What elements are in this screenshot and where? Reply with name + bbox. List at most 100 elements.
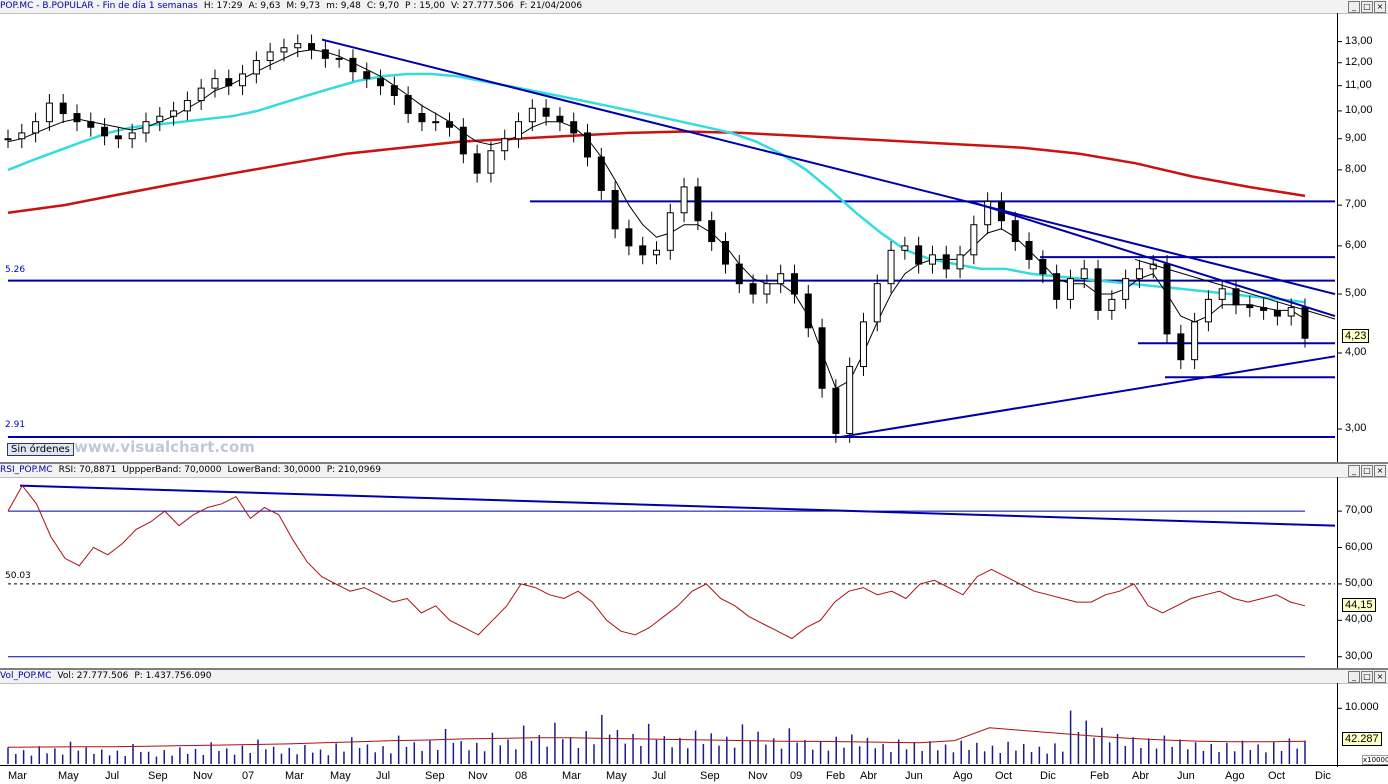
time-axis-label: Abr bbox=[860, 770, 878, 782]
price-candle bbox=[156, 115, 164, 123]
price-candle bbox=[501, 138, 509, 152]
price-candle bbox=[142, 121, 150, 134]
close-icon[interactable]: × bbox=[1374, 1, 1386, 13]
price-candle bbox=[45, 102, 53, 123]
uptrend-line bbox=[839, 355, 1336, 439]
time-axis-label: Nov bbox=[748, 770, 768, 782]
header-field: Vol: 27.777.506 bbox=[57, 671, 129, 681]
min-icon[interactable]: _ bbox=[1348, 671, 1360, 683]
rsi-chart[interactable] bbox=[0, 464, 1388, 669]
time-axis-label: Ago bbox=[1225, 770, 1245, 782]
price-candle bbox=[211, 78, 219, 89]
price-candle bbox=[832, 387, 840, 434]
rsi-panel: RSI_POP.MC RSI: 70,8871 UppperBand: 70,000… bbox=[0, 462, 1388, 669]
price-candle bbox=[1135, 268, 1143, 280]
price-candle bbox=[928, 254, 936, 265]
price-candle bbox=[1011, 220, 1019, 243]
ma-mid-line bbox=[7, 72, 1306, 304]
price-candle bbox=[101, 126, 109, 137]
time-axis-label: Jul bbox=[652, 770, 667, 782]
price-y-tick-label: 12,00 bbox=[1345, 55, 1373, 68]
price-candle bbox=[404, 95, 412, 115]
time-axis-label: Sep bbox=[700, 770, 720, 782]
price-candle bbox=[32, 121, 40, 134]
price-candle bbox=[377, 78, 385, 87]
time-axis-label: Jun bbox=[905, 770, 923, 782]
price-candle bbox=[363, 71, 371, 80]
time-axis-label: Nov bbox=[468, 770, 488, 782]
price-candle bbox=[197, 87, 205, 102]
price-candle bbox=[597, 156, 605, 191]
price-candle bbox=[128, 132, 136, 140]
price-candle bbox=[321, 49, 329, 59]
price-candle bbox=[1094, 268, 1102, 311]
price-candle bbox=[1204, 298, 1212, 323]
header-field: F: 21/04/2006 bbox=[519, 1, 583, 11]
price-chart[interactable] bbox=[0, 0, 1388, 462]
volume-chart[interactable] bbox=[0, 670, 1388, 767]
price-candle bbox=[349, 57, 357, 73]
min-icon[interactable]: _ bbox=[1348, 465, 1360, 477]
downtrend-line-thin bbox=[1134, 258, 1336, 320]
header-field: P: 210,0969 bbox=[326, 465, 381, 475]
price-y-tick-label: 5,00 bbox=[1345, 287, 1367, 300]
price-candle bbox=[294, 43, 302, 49]
price-candle bbox=[225, 78, 233, 87]
price-candle bbox=[280, 47, 288, 53]
price-candle bbox=[1080, 268, 1088, 280]
price-candle bbox=[653, 249, 660, 256]
price-y-tick-label: 13,00 bbox=[1345, 34, 1373, 47]
price-candle bbox=[1246, 304, 1254, 309]
price-candle bbox=[432, 121, 440, 124]
min-icon[interactable]: _ bbox=[1348, 1, 1360, 13]
rsi-window-controls: _ □ × bbox=[1348, 464, 1386, 477]
price-candle bbox=[570, 121, 578, 134]
price-window-controls: _ □ × bbox=[1348, 0, 1386, 13]
close-icon[interactable]: × bbox=[1374, 671, 1386, 683]
price-candle bbox=[1273, 309, 1281, 317]
time-axis-label: Jul bbox=[105, 770, 120, 782]
price-candle bbox=[1066, 278, 1074, 300]
header-field: P : 15,00 bbox=[405, 1, 445, 11]
header-field: M: 9,73 bbox=[286, 1, 321, 11]
price-candle bbox=[1301, 307, 1309, 339]
price-candle bbox=[639, 245, 647, 256]
price-y-tick-label: 7,00 bbox=[1345, 198, 1367, 211]
price-candle bbox=[790, 273, 798, 295]
time-axis-label: Ago bbox=[953, 770, 973, 782]
price-candle bbox=[114, 135, 122, 140]
last-rsi-box: 44,15 bbox=[1342, 598, 1376, 612]
price-candle bbox=[1039, 258, 1047, 275]
max-icon[interactable]: □ bbox=[1361, 1, 1373, 13]
header-field: A: 9,63 bbox=[248, 1, 281, 11]
price-candle bbox=[542, 107, 550, 117]
rsi-line bbox=[7, 484, 1306, 640]
time-axis-label: Oct bbox=[995, 770, 1013, 782]
ma-short-line bbox=[7, 49, 1306, 390]
price-candle bbox=[694, 186, 702, 222]
max-icon[interactable]: □ bbox=[1361, 671, 1373, 683]
header-field: m: 9,48 bbox=[326, 1, 361, 11]
time-axis-label: Dic bbox=[1315, 770, 1331, 782]
time-axis-label: Jul bbox=[376, 770, 391, 782]
sin-ordenes-button[interactable]: Sin órdenes bbox=[7, 443, 74, 456]
rsi-level-label: 50.03 bbox=[5, 571, 31, 581]
price-candle bbox=[721, 241, 729, 265]
price-candle bbox=[1108, 298, 1116, 311]
rsi-trendline bbox=[19, 484, 1336, 527]
time-axis-label: 09 bbox=[790, 770, 803, 782]
website-watermark: www.visualchart.com bbox=[74, 438, 255, 456]
volume-panel-header: Vol_POP.MC Vol: 27.777.506 P: 1.437.756.09… bbox=[0, 670, 1388, 684]
header-field: LowerBand: 30,0000 bbox=[227, 465, 321, 475]
price-candle bbox=[1177, 333, 1185, 361]
close-icon[interactable]: × bbox=[1374, 465, 1386, 477]
price-candle bbox=[515, 121, 523, 140]
price-y-tick-label: 3,00 bbox=[1345, 422, 1367, 434]
price-candle bbox=[763, 283, 771, 295]
time-axis-label: Feb bbox=[826, 770, 845, 782]
price-candle bbox=[308, 43, 316, 51]
max-icon[interactable]: □ bbox=[1361, 465, 1373, 477]
price-candle bbox=[680, 186, 688, 214]
vol-y-axis-line bbox=[1337, 683, 1338, 767]
rsi-y-tick-label: 40,00 bbox=[1345, 613, 1373, 626]
